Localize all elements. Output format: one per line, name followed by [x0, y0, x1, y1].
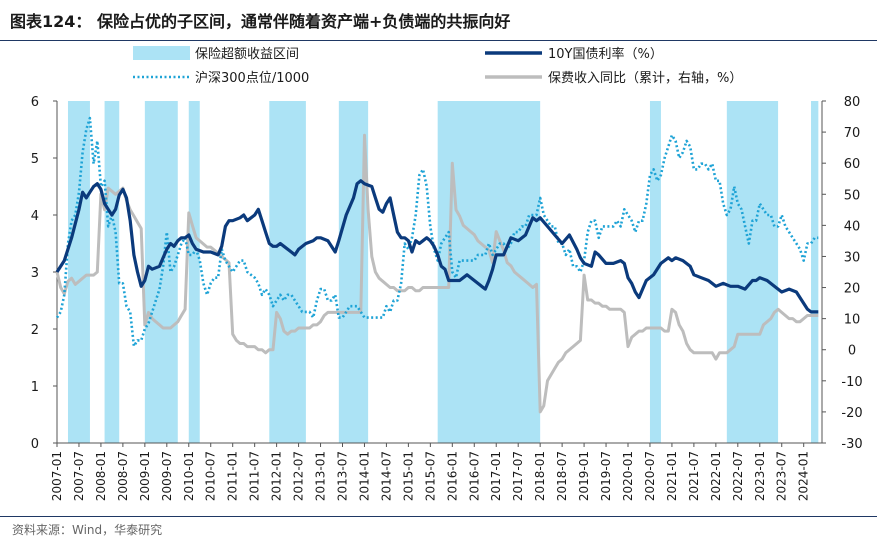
x-tick-label: 2020-01 [621, 451, 635, 501]
x-tick-label: 2009-07 [160, 451, 174, 501]
x-tick-label: 2012-07 [292, 451, 306, 501]
x-tick-label: 2017-07 [511, 451, 525, 501]
legend: 保险超额收益区间 10Y国债利率（%） 沪深300点位/1000 保费收入同比（… [133, 46, 742, 86]
chart-title: 图表124： 保险占优的子区间，通常伴随着资产端+负债端的共振向好 [10, 12, 511, 31]
highlight-band-1 [104, 101, 120, 443]
x-tick-label: 2016-07 [467, 451, 481, 501]
y-right-tick-label: 10 [844, 313, 861, 328]
x-tick-label: 2022-01 [709, 451, 723, 501]
legend-band-label: 保险超额收益区间 [195, 47, 299, 62]
legend-premium-label: 保费收入同比（累计，右轴，%） [548, 71, 742, 86]
series-index-line [55, 116, 819, 348]
x-tick-label: 2011-07 [248, 451, 262, 501]
x-tick-label: 2008-07 [116, 451, 130, 501]
x-tick-label: 2023-07 [775, 451, 789, 501]
y-right-tick-label: 30 [844, 250, 861, 265]
x-tick-label: 2018-07 [555, 451, 569, 501]
x-tick-label: 2015-01 [401, 451, 415, 501]
highlight-band-6 [437, 101, 541, 443]
x-tick-label: 2012-01 [270, 451, 284, 501]
highlight-band-3 [188, 101, 200, 443]
x-tick-label: 2008-01 [94, 451, 108, 501]
x-tick-label: 2020-07 [643, 451, 657, 501]
x-tick-label: 2007-07 [72, 451, 86, 501]
y-right-tick-label: -20 [841, 406, 862, 421]
series-lines [55, 116, 819, 414]
y-right-tick-label: 0 [848, 344, 856, 359]
x-tick-label: 2011-01 [226, 451, 240, 501]
source-note: 资料来源：Wind，华泰研究 [12, 523, 163, 537]
y-right-tick-label: 70 [844, 126, 861, 141]
y-right-tick-label: 20 [844, 282, 861, 297]
y-left-tick-label: 4 [31, 209, 39, 224]
x-tick-label: 2022-07 [731, 451, 745, 501]
x-tick-label: 2007-01 [50, 451, 64, 501]
y-left-tick-label: 1 [31, 380, 39, 395]
highlight-band-0 [67, 101, 90, 443]
y-right-tick-label: 80 [844, 95, 861, 110]
y-right-tick-label: 50 [844, 188, 861, 203]
x-tick-label: 2021-07 [687, 451, 701, 501]
x-tick-label: 2010-01 [182, 451, 196, 501]
series-bond-line [55, 179, 819, 314]
x-tick-label: 2017-01 [489, 451, 503, 501]
x-tick-label: 2023-01 [753, 451, 767, 501]
legend-index-label: 沪深300点位/1000 [195, 70, 309, 86]
x-tick-label: 2019-07 [599, 451, 613, 501]
title-bar: 图表124： 保险占优的子区间，通常伴随着资产端+负债端的共振向好 [0, 0, 877, 41]
x-tick-label: 2014-07 [379, 451, 393, 501]
series-premium-line [55, 133, 819, 414]
x-tick-label: 2021-01 [665, 451, 679, 501]
legend-band-swatch [133, 46, 190, 60]
y-right-tick-label: -30 [841, 437, 862, 452]
x-tick-label: 2016-01 [445, 451, 459, 501]
x-tick-label: 2009-01 [138, 451, 152, 501]
x-tick-label: 2014-01 [357, 451, 371, 501]
axes: 0 1 2 3 4 5 6 -30 -20 -10 0 10 20 30 40 50 60 70 80 2007-01… [31, 95, 863, 501]
y-right-tick-label: -10 [841, 375, 862, 390]
x-tick-label: 2015-07 [423, 451, 437, 501]
x-tick-label: 2019-01 [577, 451, 591, 501]
y-left-tick-label: 3 [31, 266, 39, 281]
y-right-tick-label: 60 [844, 157, 861, 172]
x-tick-label: 2024-01 [797, 451, 811, 501]
y-right-tick-label: 40 [844, 219, 861, 234]
x-tick-label: 2010-07 [204, 451, 218, 501]
highlight-band-2 [144, 101, 178, 443]
footer-rule [0, 516, 877, 517]
x-tick-label: 2018-01 [533, 451, 547, 501]
chart: 0 1 2 3 4 5 6 -30 -20 -10 0 10 20 30 40 50 60 70 80 2007-01… [31, 46, 863, 501]
highlight-band-9 [811, 101, 819, 443]
highlight-band-8 [726, 101, 779, 443]
x-tick-label: 2013-07 [336, 451, 350, 501]
y-left-tick-label: 2 [31, 323, 39, 338]
y-left-tick-label: 5 [31, 152, 39, 167]
highlight-bands [67, 101, 819, 443]
y-left-tick-label: 0 [31, 437, 39, 452]
y-left-tick-label: 6 [31, 95, 39, 110]
x-tick-label: 2013-01 [314, 451, 328, 501]
legend-bond-label: 10Y国债利率（%） [548, 46, 663, 62]
highlight-band-4 [269, 101, 306, 443]
